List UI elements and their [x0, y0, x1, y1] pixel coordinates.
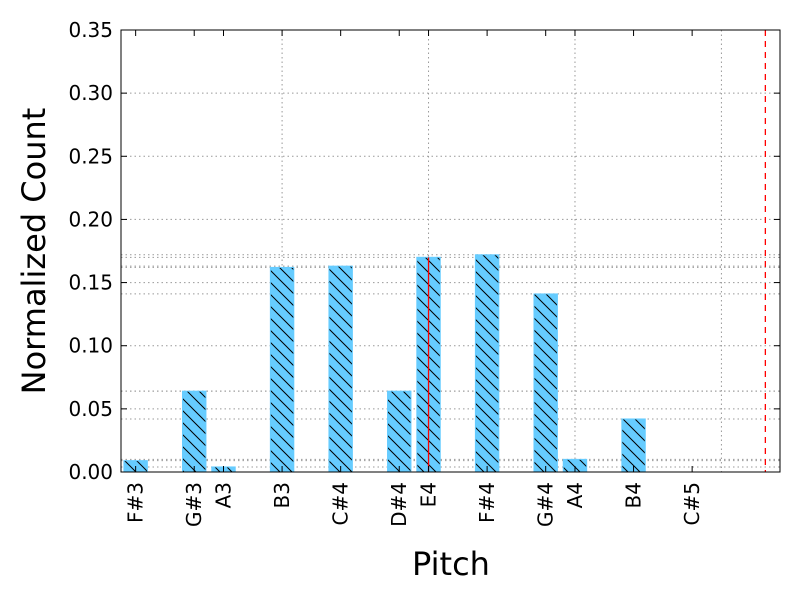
x-tick-label: F#4: [475, 482, 499, 523]
y-tick-label: 0.25: [68, 144, 113, 168]
x-tick-label: A4: [563, 482, 587, 508]
bar: [387, 390, 412, 473]
bar: [533, 293, 558, 473]
x-tick-label: C#4: [329, 482, 353, 525]
x-tick-label: C#5: [680, 482, 704, 525]
x-tick-label: B4: [622, 482, 646, 508]
y-tick-label: 0.15: [68, 271, 113, 295]
x-tick-label: A3: [212, 482, 236, 508]
y-tick-label: 0.05: [68, 397, 113, 421]
bar: [621, 418, 646, 473]
bar: [328, 265, 353, 473]
x-tick-label: E4: [417, 482, 441, 507]
y-tick-label: 0.35: [68, 18, 113, 42]
bar: [474, 254, 500, 473]
x-axis-title: Pitch: [412, 545, 490, 583]
y-tick-label: 0.00: [68, 460, 113, 484]
x-tick-label: G#4: [534, 482, 558, 527]
bar: [269, 266, 295, 473]
x-tick-label: B3: [270, 482, 294, 508]
axes-frame: [120, 29, 781, 473]
x-tick-label: D#4: [387, 482, 411, 527]
y-tick-label: 0.20: [68, 207, 113, 231]
plot-area: 0.00 0.05 0.10 0.15 0.20 0.25 0.30 0.35 F#3 G#3 A3…: [68, 18, 781, 527]
bar: [182, 390, 207, 473]
y-tick-label: 0.10: [68, 334, 113, 358]
y-axis-title: Normalized Count: [15, 108, 53, 395]
x-tick-label: F#3: [124, 482, 148, 523]
x-tick-label: G#3: [182, 482, 206, 527]
y-tick-label: 0.30: [68, 81, 113, 105]
